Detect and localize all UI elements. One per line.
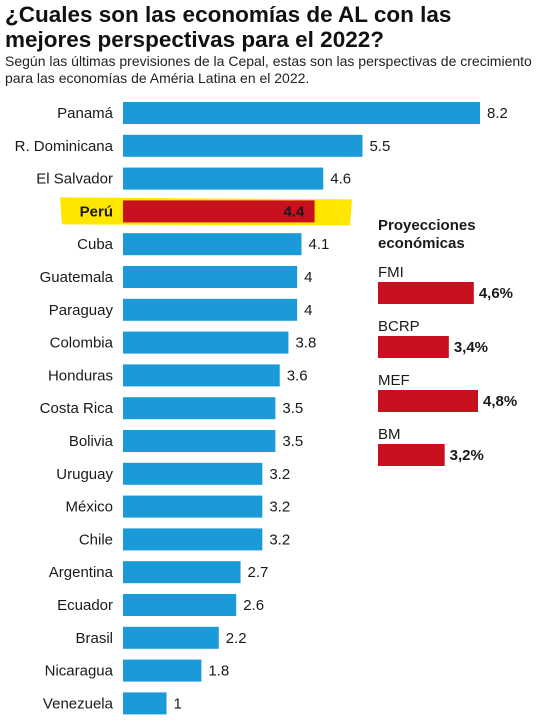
- category-label-costa-rica: Costa Rica: [40, 400, 114, 417]
- value-label-chile: 3.2: [269, 531, 290, 548]
- value-label-cuba: 4.1: [309, 236, 330, 253]
- projection-label-mef: MEF: [378, 372, 410, 389]
- category-label-nicaragua: Nicaragua: [45, 663, 114, 680]
- bar-ecuador: [123, 594, 237, 616]
- category-label-honduras: Honduras: [48, 367, 113, 384]
- projection-label-fmi: FMI: [378, 264, 404, 281]
- value-label-nicaragua: 1.8: [208, 663, 229, 680]
- value-label-paraguay: 4: [304, 302, 312, 319]
- projection-value-mef: 4,8%: [483, 393, 517, 410]
- category-label-uruguay: Uruguay: [56, 466, 113, 483]
- bar-panama: [123, 102, 480, 124]
- bar-honduras: [123, 364, 280, 387]
- value-label-bolivia: 3.5: [282, 433, 303, 450]
- value-label-ecuador: 2.6: [243, 597, 264, 614]
- value-label-r-dominicana: 5.5: [369, 138, 390, 155]
- bar-costa-rica: [123, 397, 276, 420]
- category-label-el-salvador: El Salvador: [36, 171, 113, 188]
- chart-subtitle: Según las últimas previsiones de la Cepa…: [5, 53, 532, 86]
- value-label-panama: 8.2: [487, 105, 508, 122]
- value-label-venezuela: 1: [174, 695, 182, 712]
- projection-bar-mef: [378, 390, 478, 412]
- bar-colombia: [123, 331, 289, 354]
- projection-bar-fmi: [378, 282, 474, 304]
- bar-r-dominicana: [123, 134, 363, 157]
- category-label-cuba: Cuba: [77, 236, 114, 253]
- value-label-mexico: 3.2: [269, 499, 290, 516]
- value-label-el-salvador: 4.6: [330, 171, 351, 188]
- category-label-mexico: México: [65, 499, 113, 516]
- projection-bar-bcrp: [378, 336, 449, 358]
- category-label-panama: Panamá: [57, 105, 114, 122]
- projection-label-bcrp: BCRP: [378, 318, 420, 335]
- category-label-peru: Perú: [80, 203, 113, 220]
- bar-peru: [123, 200, 315, 223]
- projection-value-bm: 3,2%: [450, 447, 484, 464]
- bar-nicaragua: [123, 659, 202, 682]
- category-label-colombia: Colombia: [50, 335, 114, 352]
- bar-argentina: [123, 561, 241, 584]
- projection-value-fmi: 4,6%: [479, 285, 513, 302]
- bar-chile: [123, 528, 263, 551]
- bar-paraguay: [123, 298, 298, 321]
- bar-brasil: [123, 626, 219, 649]
- category-label-chile: Chile: [79, 531, 113, 548]
- category-label-r-dominicana: R. Dominicana: [15, 138, 114, 155]
- value-label-peru: 4.4: [284, 203, 306, 220]
- chart-title: ¿Cuales son las economías de AL con las …: [5, 2, 452, 52]
- category-label-argentina: Argentina: [49, 564, 114, 581]
- bar-venezuela: [123, 692, 167, 715]
- bar-mexico: [123, 495, 263, 518]
- category-label-brasil: Brasil: [75, 630, 113, 647]
- value-label-guatemala: 4: [304, 269, 312, 286]
- category-label-ecuador: Ecuador: [57, 597, 113, 614]
- bar-el-salvador: [123, 167, 324, 190]
- category-label-venezuela: Venezuela: [43, 695, 114, 712]
- value-label-argentina: 2.7: [248, 564, 269, 581]
- bar-uruguay: [123, 462, 263, 485]
- projection-label-bm: BM: [378, 426, 401, 443]
- value-label-colombia: 3.8: [295, 335, 316, 352]
- bar-cuba: [123, 233, 302, 256]
- category-label-guatemala: Guatemala: [40, 269, 114, 286]
- projection-bar-bm: [378, 444, 445, 466]
- bar-bolivia: [123, 430, 276, 452]
- projections-title: Proyecciones económicas: [378, 217, 476, 252]
- value-label-uruguay: 3.2: [269, 466, 290, 483]
- value-label-honduras: 3.6: [287, 367, 308, 384]
- category-label-bolivia: Bolivia: [69, 433, 114, 450]
- value-label-brasil: 2.2: [226, 630, 247, 647]
- bar-guatemala: [123, 266, 298, 288]
- value-label-costa-rica: 3.5: [282, 400, 303, 417]
- category-label-paraguay: Paraguay: [49, 302, 114, 319]
- projection-value-bcrp: 3,4%: [454, 339, 488, 356]
